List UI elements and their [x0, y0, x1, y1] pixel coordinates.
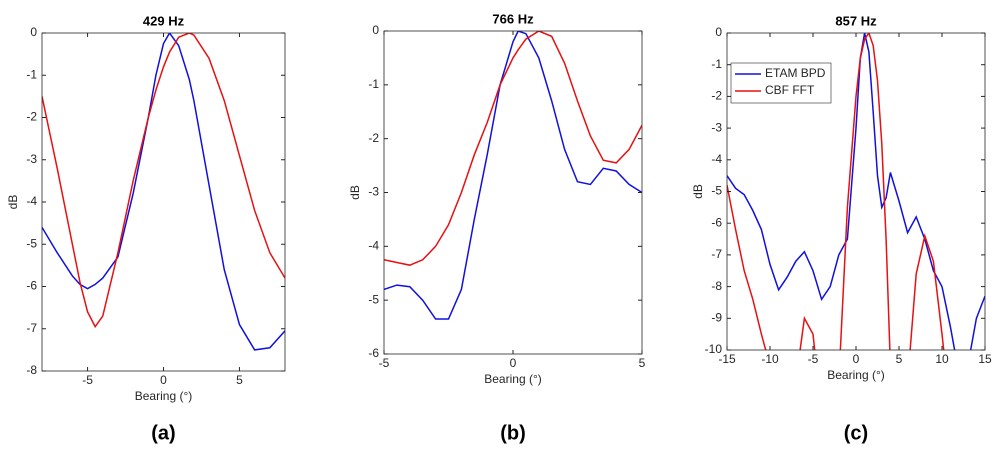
legend-label: CBF FFT [765, 83, 815, 97]
y-tick-label: -2 [26, 110, 37, 124]
x-tick-label: -10 [761, 352, 779, 366]
y-tick-label: -6 [711, 215, 722, 229]
panel-caption: (a) [151, 422, 175, 444]
x-tick-label: -5 [808, 352, 819, 366]
x-tick-label: -5 [379, 356, 390, 370]
chart-title: 857 Hz [835, 13, 877, 28]
chart-title: 766 Hz [492, 11, 534, 26]
y-tick-label: -8 [711, 279, 722, 293]
panel-caption: (b) [500, 422, 526, 444]
y-tick-label: 0 [30, 25, 37, 39]
chart-panel: -5 0 5 0 -1 -2 -3 -4 -5 -6 -7 -8 429 Hz Bearing (°) dB… [6, 13, 286, 444]
x-tick-label: -5 [82, 373, 93, 387]
chart-panel: -15 -10 -5 0 5 10 150-1-2-3-4-5-6-7-8-9-10857 … [691, 13, 992, 444]
x-tick-label: 0 [160, 373, 167, 387]
y-tick-label: -7 [711, 247, 722, 261]
x-tick-label: 15 [978, 352, 992, 366]
y-tick-label: -9 [711, 310, 722, 324]
y-tick-label: -4 [26, 194, 37, 208]
y-tick-label: -4 [711, 152, 722, 166]
legend-box [730, 62, 832, 104]
panel-caption: (c) [844, 422, 868, 444]
series-line [384, 31, 642, 320]
y-tick-label: -7 [26, 321, 37, 335]
chart-title: 429 Hz [143, 13, 185, 28]
x-tick-label: 0 [510, 356, 517, 370]
y-tick-label: -6 [368, 346, 379, 360]
series-line [384, 31, 642, 266]
series-line [727, 33, 985, 350]
x-tick-label: 5 [896, 352, 903, 366]
x-tick-label: 10 [935, 352, 949, 366]
y-tick-label: 0 [372, 23, 379, 37]
series-line [727, 33, 945, 350]
x-tick-label: 5 [639, 356, 646, 370]
legend-label: ETAM BPD [765, 66, 826, 80]
y-axis-label: dB [6, 195, 20, 210]
y-tick-label: -8 [26, 363, 37, 377]
y-tick-label: -2 [368, 131, 379, 145]
x-tick-label: 0 [853, 352, 860, 366]
series-line [42, 33, 285, 351]
y-tick-label: -6 [26, 279, 37, 293]
plot-area [384, 31, 642, 354]
x-tick-label: -15 [718, 352, 736, 366]
y-tick-label: -3 [368, 185, 379, 199]
y-tick-label: -5 [711, 184, 722, 198]
y-tick-label: -3 [26, 152, 37, 166]
y-tick-label: -1 [711, 57, 722, 71]
y-tick-label: -5 [368, 292, 379, 306]
plot-area [42, 33, 285, 371]
y-axis-label: dB [691, 184, 705, 199]
y-tick-label: 0 [715, 25, 722, 39]
y-tick-label: -5 [26, 236, 37, 250]
x-axis-label: Bearing (°) [484, 372, 542, 386]
y-tick-label: -4 [368, 239, 379, 253]
y-tick-label: -10 [705, 342, 723, 356]
y-axis-label: dB [348, 185, 362, 200]
series-line [42, 33, 285, 329]
x-axis-label: Bearing (°) [135, 389, 193, 403]
x-tick-label: 5 [236, 373, 243, 387]
y-tick-label: -1 [368, 77, 379, 91]
y-tick-label: -3 [711, 120, 722, 134]
y-tick-label: -1 [26, 67, 37, 81]
y-tick-label: -2 [711, 89, 722, 103]
x-axis-label: Bearing (°) [827, 368, 885, 382]
